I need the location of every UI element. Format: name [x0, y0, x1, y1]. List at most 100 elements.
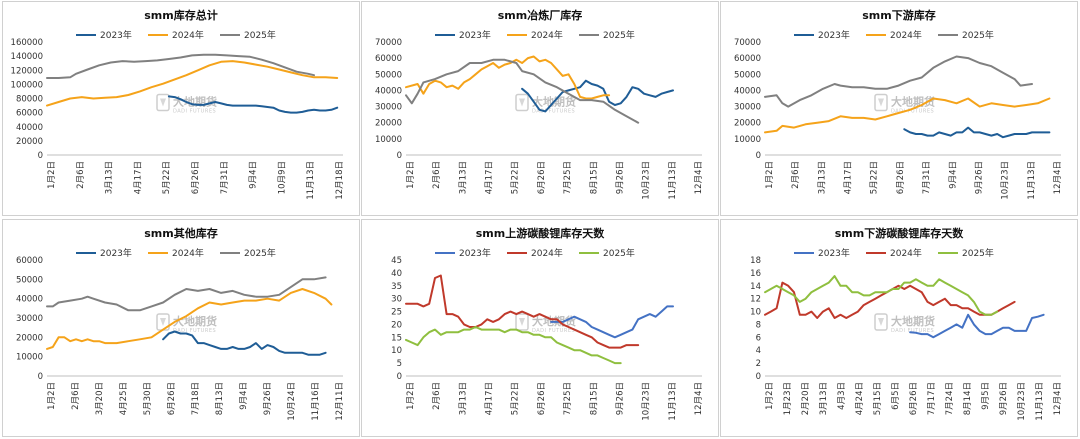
x-tick-label: 6月26日 [537, 161, 547, 194]
x-tick-label: 8月13日 [215, 382, 225, 415]
y-tick-label: 50000 [375, 70, 402, 80]
x-tick-label: 2月6日 [71, 382, 81, 410]
x-tick-label: 1月2日 [47, 161, 57, 189]
series-line-2023年 [550, 305, 674, 339]
x-tick-label: 7月31日 [220, 161, 230, 194]
y-tick-label: 50000 [734, 70, 761, 80]
x-tick-label: 3月13日 [819, 382, 829, 415]
legend-label: 2024年 [531, 29, 563, 41]
watermark-subtitle: DADI FUTURES [891, 328, 934, 334]
y-tick-label: 5 [397, 359, 402, 369]
y-tick-label: 120000 [11, 66, 43, 76]
legend-label: 2023年 [818, 29, 850, 41]
x-tick-label: 11月13日 [306, 161, 316, 200]
y-tick-label: 10000 [734, 135, 761, 145]
series-line-2023年 [909, 313, 1045, 339]
x-tick-label: 6月26日 [909, 382, 919, 415]
chart-panel-downstream-days: smm下游碳酸锂库存天数 2023年 2024年 2025年 0 2 4 6 8 10 12 14 16… [720, 219, 1078, 437]
legend-label: 2023年 [100, 247, 132, 259]
legend: 2023年 2024年 2025年 [435, 29, 635, 41]
x-tick-label: 11月16日 [311, 382, 321, 421]
series-line-2025年 [764, 55, 1033, 108]
y-tick-label: 20 [391, 320, 402, 330]
legend-label: 2025年 [603, 29, 635, 41]
x-tick-label: 5月15日 [873, 382, 883, 415]
x-tick-label: 9月4日 [249, 161, 259, 189]
legend-label: 2023年 [818, 247, 850, 259]
chart-title: smm下游碳酸锂库存天数 [835, 226, 964, 240]
y-tick-label: 20000 [734, 119, 761, 129]
watermark-icon [874, 93, 888, 112]
x-tick-label: 7月18日 [191, 382, 201, 415]
x-tick-label: 4月17日 [133, 161, 143, 194]
series-line-2024年 [46, 288, 333, 350]
x-tick-label: 2月20日 [801, 382, 811, 415]
x-tick-label: 5月22日 [511, 161, 521, 194]
legend-label: 2025年 [962, 247, 994, 259]
watermark-icon [874, 313, 888, 331]
x-tick-label: 3月13日 [458, 161, 468, 194]
x-tick-label: 12月4日 [694, 382, 704, 415]
x-tick-label: 11月13日 [1027, 161, 1037, 200]
x-tick-label: 10月9日 [277, 161, 287, 194]
y-tick-label: 20000 [16, 137, 43, 147]
y-tick-label: 40000 [16, 295, 43, 305]
y-tick-label: 30000 [375, 103, 402, 113]
series-line-2025年 [405, 326, 622, 365]
x-tick-label: 7月25日 [563, 382, 573, 415]
x-tick-label: 7月25日 [563, 161, 573, 194]
series-line-2023年 [903, 126, 1051, 139]
watermark-icon [160, 98, 166, 107]
x-tick-label: 10月24日 [287, 382, 297, 421]
watermark-brand: 大地期货 [891, 314, 935, 328]
y-tick-label: 10000 [375, 135, 402, 145]
x-tick-label: 4月17日 [844, 161, 854, 194]
watermark-brand: 大地期货 [173, 314, 217, 328]
x-tick-label: 2月6日 [432, 382, 442, 410]
y-tick-label: 0 [38, 372, 43, 382]
y-tick-label: 0 [38, 151, 43, 161]
legend-label: 2024年 [172, 29, 204, 41]
chart-smelter-inventory: smm冶炼厂库存 2023年 2024年 2025年 0 10000 20000 30000 4… [375, 8, 704, 200]
y-tick-label: 45 [391, 256, 402, 266]
x-tick-label: 1月2日 [765, 382, 775, 410]
x-tick-label: 9月26日 [615, 161, 625, 194]
watermark-icon [160, 318, 166, 326]
y-tick-label: 18 [750, 256, 761, 266]
x-tick-label: 3月13日 [458, 382, 468, 415]
legend-label: 2023年 [459, 29, 491, 41]
y-tick-label: 10000 [16, 353, 43, 363]
chart-title: smm其他库存 [144, 226, 217, 240]
y-tick-label: 60000 [16, 109, 43, 119]
legend: 2023年 2024年 2025年 [435, 247, 635, 259]
x-tick-label: 9月26日 [999, 382, 1009, 415]
y-tick-label: 15 [391, 333, 402, 343]
legend: 2023年 2024年 2025年 [76, 29, 276, 41]
y-tick-label: 16 [750, 269, 761, 279]
series-line-2024年 [764, 97, 1051, 134]
y-tick-label: 40 [391, 269, 402, 279]
x-tick-label: 11月13日 [1035, 382, 1045, 421]
x-tick-label: 6月26日 [896, 161, 906, 194]
x-tick-label: 12月11日 [335, 382, 345, 421]
legend-label: 2025年 [603, 247, 635, 259]
y-tick-label: 70000 [734, 38, 761, 48]
y-tick-label: 10 [750, 308, 761, 318]
x-tick-label: 7月17日 [927, 382, 937, 415]
x-tick-label: 4月17日 [485, 382, 495, 415]
x-tick-label: 6月26日 [537, 382, 547, 415]
x-tick-label: 5月22日 [511, 382, 521, 415]
y-tick-label: 14 [750, 282, 761, 292]
chart-panel-downstream-inventory: smm下游库存 2023年 2024年 2025年 0 10000 20000 30000 40… [720, 1, 1078, 216]
y-tick-label: 60000 [16, 256, 43, 266]
watermark-subtitle: DADI FUTURES [173, 328, 216, 334]
x-tick-label: 10月23日 [1017, 382, 1027, 421]
series-line-2023年 [162, 330, 327, 356]
legend-label: 2023年 [100, 29, 132, 41]
y-tick-label: 4 [756, 346, 761, 356]
legend-label: 2023年 [459, 247, 491, 259]
watermark-subtitle: DADI FUTURES [532, 328, 575, 334]
